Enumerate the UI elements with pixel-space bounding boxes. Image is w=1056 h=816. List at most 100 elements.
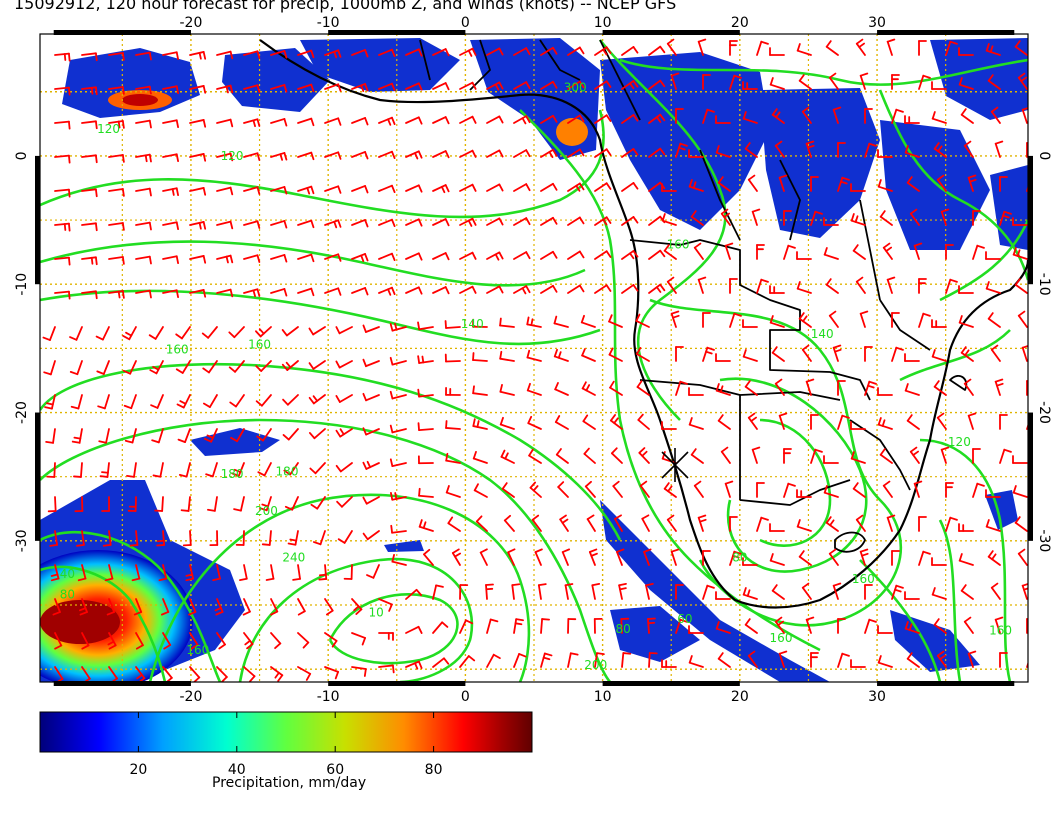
wind-barb-shaft (702, 108, 709, 124)
wind-barb (715, 621, 731, 634)
wind-barb-flag (605, 182, 612, 190)
wind-barb-flag (68, 290, 71, 300)
wind-barb-shaft (297, 219, 313, 226)
wind-barb (256, 428, 272, 442)
wind-barb (891, 108, 904, 124)
lat-tick-label-right: 0 (1036, 151, 1052, 160)
wind-barb (999, 176, 1008, 192)
wind-barb (287, 530, 299, 546)
wind-barb (98, 428, 110, 444)
wind-barb (594, 114, 612, 124)
wind-barb-flag (175, 333, 183, 340)
wind-barb-shaft (162, 530, 166, 546)
wind-barb-shaft (697, 40, 704, 56)
wind-barb-flag (364, 287, 369, 296)
wind-barb (390, 491, 407, 501)
wind-barb-flag (1014, 278, 1021, 286)
wind-barb-shaft (486, 251, 501, 260)
wind-barb-shaft (586, 518, 596, 532)
wind-barb-flag (202, 367, 210, 374)
wind-barb-shaft (351, 632, 366, 639)
wind-barb-flag (207, 508, 216, 512)
wind-barb (499, 384, 515, 396)
contour-label: 240 (282, 550, 305, 564)
wind-barb (994, 378, 1004, 396)
wind-barb-flag (605, 250, 612, 258)
wind-barb-flag (608, 347, 614, 356)
wind-barb-shaft (472, 359, 488, 362)
wind-barb-shaft (343, 530, 353, 544)
wind-barb (621, 216, 639, 226)
wind-barb (104, 564, 114, 582)
wind-barb-flag (805, 140, 815, 145)
wind-barb-flag (868, 380, 877, 385)
wind-barb (189, 632, 199, 650)
wind-barb-flag (994, 616, 1004, 621)
wind-barb-flag (637, 413, 644, 421)
wind-barb (608, 314, 623, 328)
wind-barb (324, 151, 342, 160)
wind-barb-shaft (886, 516, 893, 532)
wind-barb-shaft (365, 394, 380, 402)
wind-barb (697, 514, 707, 532)
wind-barb (850, 183, 866, 192)
wind-barb (967, 412, 977, 430)
wind-barb (486, 183, 504, 192)
wind-barb-flag (672, 314, 680, 319)
wind-barb-shaft (159, 462, 164, 478)
wind-barb-shaft (135, 255, 151, 260)
wind-barb-flag (632, 250, 639, 258)
wind-barb-flag (994, 140, 1004, 145)
wind-barb (378, 82, 396, 92)
wind-barb-shaft (459, 47, 474, 56)
wind-barb (255, 326, 272, 338)
height-contour (40, 289, 601, 346)
wind-barb (473, 483, 488, 498)
wind-barb-shaft (717, 181, 731, 192)
wind-barb-shaft (913, 482, 920, 498)
wind-barb-flag (503, 514, 512, 522)
wind-barb-shaft (967, 176, 974, 192)
wind-barb-shaft (162, 564, 168, 580)
wind-barb-shaft (101, 326, 110, 341)
wind-barb-shaft (405, 48, 420, 56)
wind-barb-flag (390, 524, 394, 534)
wind-barb-shaft (805, 142, 812, 158)
wind-barb-shaft (557, 486, 569, 498)
wind-barb-flag (417, 422, 420, 431)
wind-barb (648, 45, 666, 56)
contour-label: 160 (667, 237, 690, 251)
wind-barb-flag (68, 86, 71, 96)
wind-barb-shaft (108, 120, 124, 124)
wind-barb-flag (96, 370, 105, 375)
wind-barb-flag (229, 50, 234, 60)
wind-barb-flag (389, 323, 394, 332)
wind-barb-shaft (877, 661, 893, 668)
wind-barb-flag (744, 380, 751, 388)
wind-barb-flag (152, 474, 162, 478)
wind-barb (270, 186, 288, 195)
wind-barb-shaft (540, 114, 554, 124)
wind-barb (967, 650, 977, 668)
wind-barb-flag (156, 544, 166, 547)
wind-barb-shaft (918, 550, 925, 566)
wind-barb-shaft (918, 312, 925, 328)
wind-barb-flag (331, 639, 338, 648)
wind-barb-flag (552, 148, 558, 157)
wind-barb-flag (552, 114, 558, 123)
wind-barb-shaft (850, 219, 866, 226)
wind-barb-shaft (378, 150, 393, 158)
country-border (699, 149, 741, 241)
wind-barb (972, 482, 985, 498)
wind-barb-shaft (904, 627, 920, 634)
wind-barb-shaft (486, 81, 501, 90)
wind-barb (744, 618, 758, 634)
wind-barb-flag (283, 118, 288, 127)
wind-barb-flag (423, 548, 431, 556)
wind-barb-flag (101, 471, 109, 474)
wind-barb-shaft (933, 385, 947, 396)
wind-barb (581, 381, 596, 396)
wind-barb-shaft (594, 182, 608, 192)
wind-barb-shaft (366, 530, 380, 541)
wind-barb-shaft (162, 85, 178, 90)
